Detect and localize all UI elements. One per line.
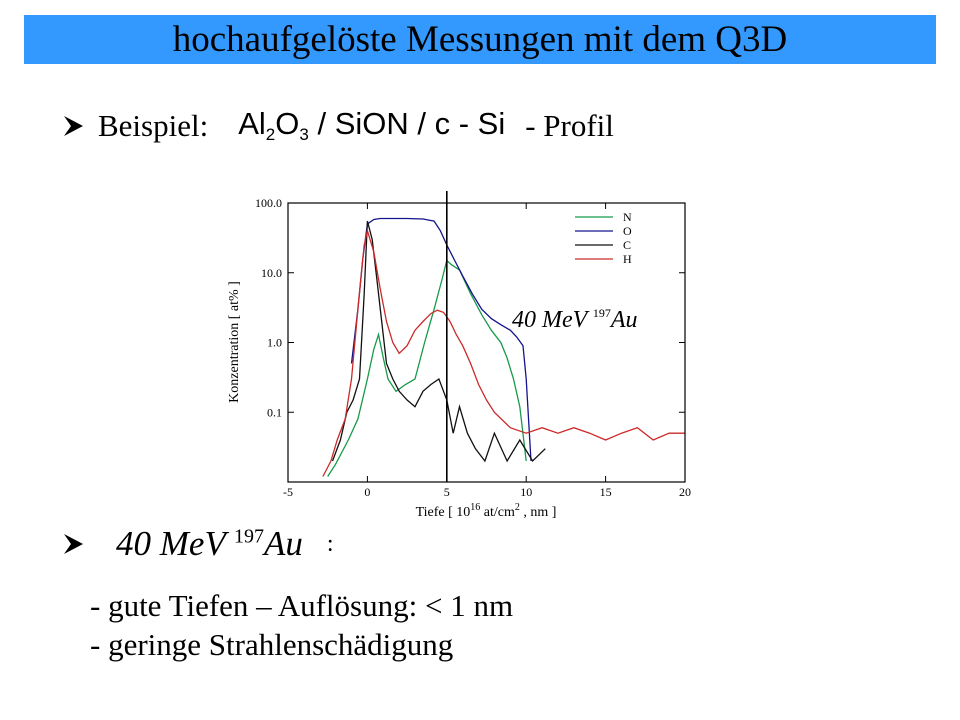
legend-label-O: O (623, 224, 632, 238)
y-tick-label: 10.0 (261, 266, 282, 280)
y-axis-label: Konzentration [ at% ] (227, 281, 242, 403)
beam-energy: 40 MeV 197Au (116, 524, 303, 563)
profile-suffix: - Profil (525, 107, 614, 143)
arrow-bullet-icon (64, 534, 83, 554)
x-tick-label: -5 (283, 485, 293, 499)
colon: : (326, 530, 334, 557)
x-tick-label: 15 (600, 485, 612, 499)
legend-label-H: H (623, 252, 632, 266)
series-line-O (350, 217, 532, 462)
series-line-N (327, 259, 527, 477)
y-tick-label: 0.1 (267, 405, 282, 419)
series-line-C (331, 220, 546, 463)
energy-annotation: 40 MeV 197Au (512, 306, 638, 333)
x-tick-label: 5 (444, 485, 450, 499)
arrow-bullet-icon (64, 115, 83, 136)
x-tick-label: 10 (520, 485, 532, 499)
x-axis-label: Tiefe [ 1016 at/cm2 , nm ] (416, 502, 557, 520)
series-line-H (322, 228, 685, 477)
damage-text: - geringe Strahlenschädigung (90, 627, 454, 662)
slide-title: hochaufgelöste Messungen mit dem Q3D (172, 19, 788, 60)
layer-formula: Al2O3 / SiON / c - Si (238, 106, 506, 144)
x-tick-label: 20 (679, 485, 691, 499)
title-bar: hochaufgelöste Messungen mit dem Q3D (24, 15, 936, 64)
x-tick-label: 0 (364, 485, 370, 499)
y-tick-label: 1.0 (267, 336, 282, 350)
plot-frame (287, 202, 686, 483)
resolution-text: - gute Tiefen – Auflösung: < 1 nm (90, 588, 514, 623)
bullet-example: Beispiel: Al2O3 / SiON / c - Si - Profil (62, 106, 614, 145)
legend-label-C: C (623, 238, 631, 252)
bullet-beam: 40 MeV 197Au : (62, 524, 334, 564)
legend-label-N: N (623, 210, 632, 224)
y-tick-label: 100.0 (255, 196, 282, 210)
example-label: Beispiel: (98, 107, 209, 143)
